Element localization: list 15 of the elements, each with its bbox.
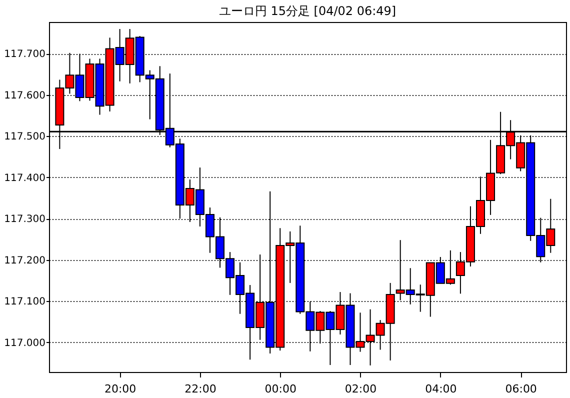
y-tick-label: 117.100 [4,296,46,308]
y-tick-label: 117.300 [4,214,46,226]
x-tick-label: 04:00 [425,382,457,396]
y-tick-label: 117.700 [4,49,46,60]
x-tick-label: 00:00 [264,382,296,396]
chart-title: ユーロ円 15分足 [04/02 06:49] [218,4,396,18]
y-tick-label: 117.500 [4,132,46,143]
x-tick-label: 20:00 [104,382,136,396]
y-tick-label: 117.600 [4,90,46,102]
x-tick-label: 22:00 [184,382,216,396]
y-tick-label: 117.400 [4,172,46,184]
x-tick-label: 02:00 [344,382,377,396]
y-tick-label: 117.200 [4,255,46,266]
x-tick-label: 06:00 [505,382,537,396]
y-tick-label: 117.000 [4,338,46,349]
